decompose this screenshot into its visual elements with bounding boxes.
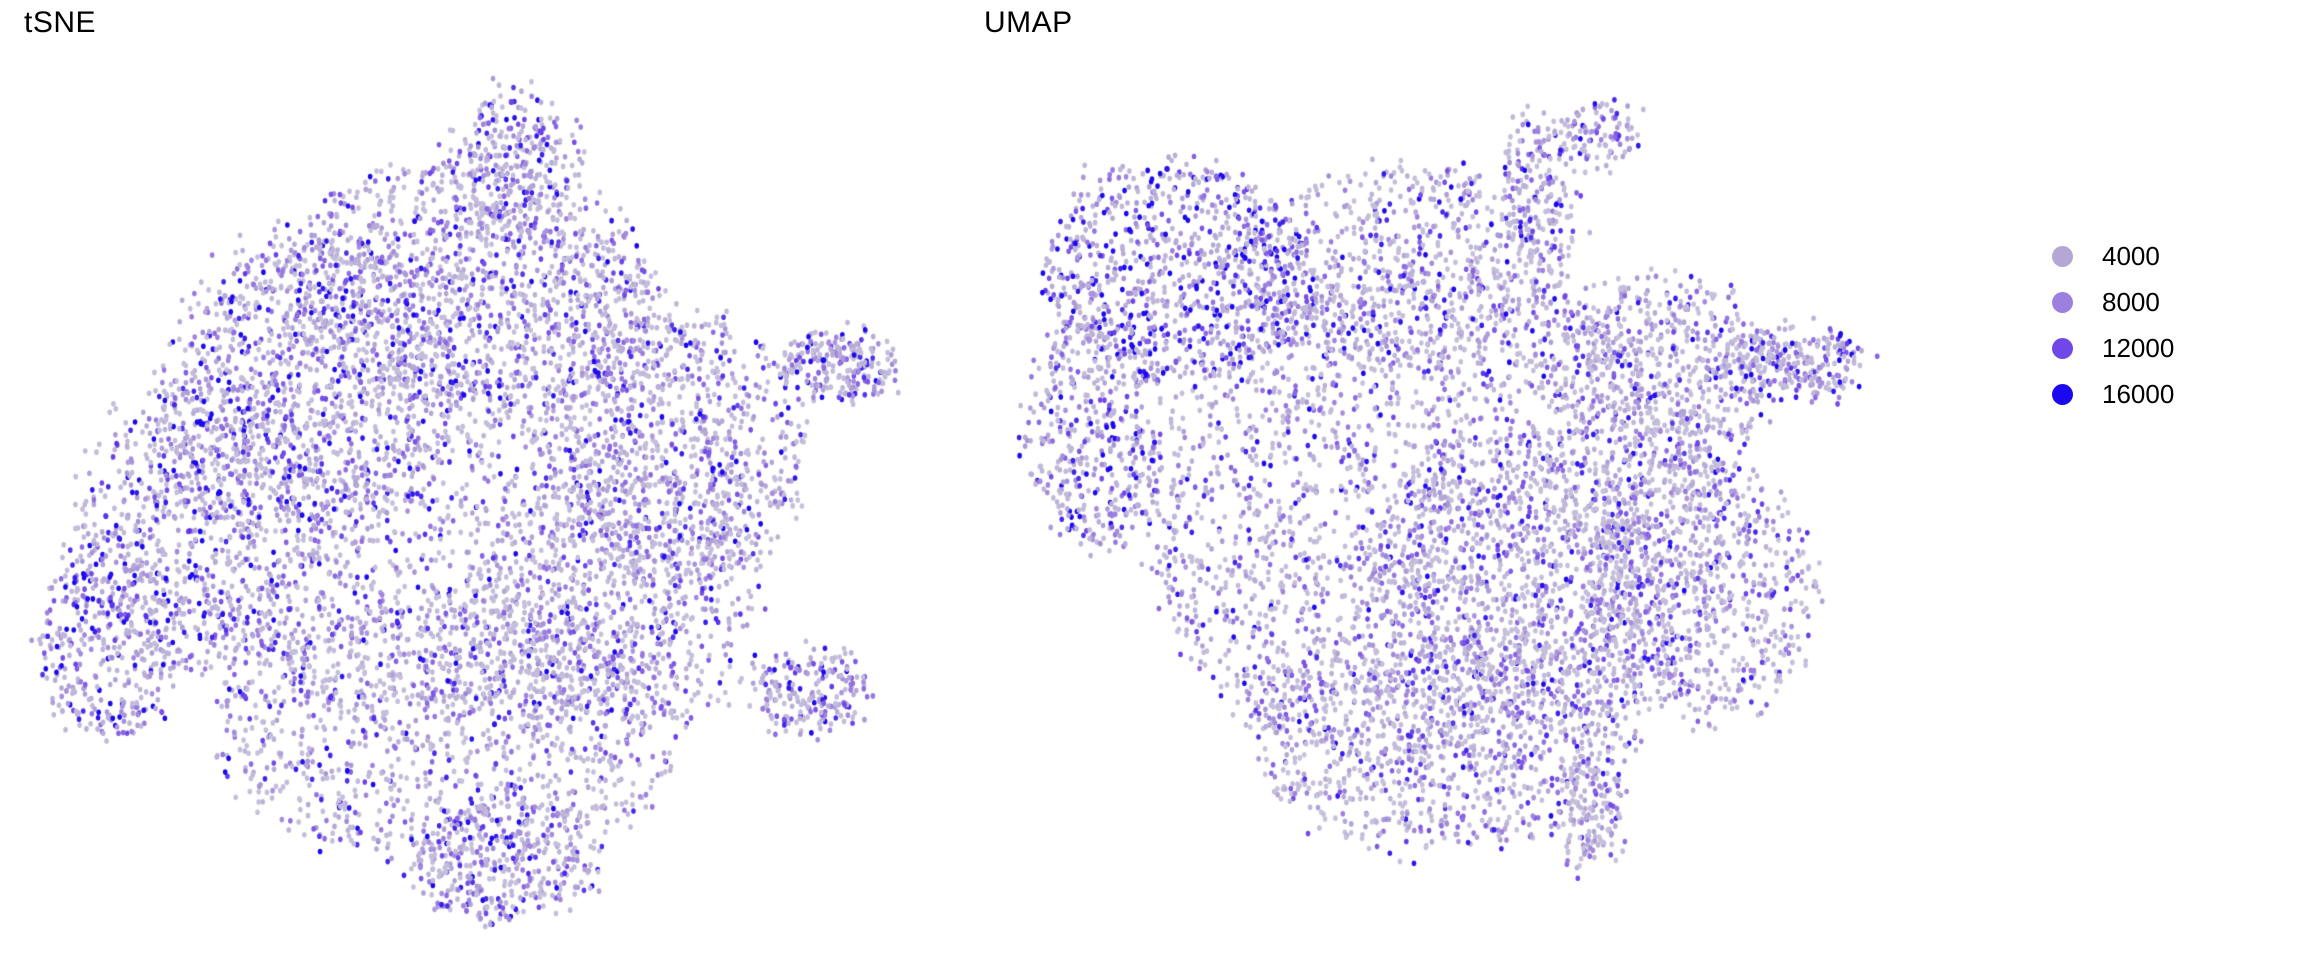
legend-item: 16000 [2052,371,2174,417]
legend-item: 4000 [2052,233,2174,279]
umap-panel: UMAP [970,0,2030,960]
legend-item: 8000 [2052,279,2174,325]
umap-title: UMAP [984,6,1073,39]
tsne-title: tSNE [24,6,97,39]
tsne-panel: tSNE [0,0,970,960]
color-legend: 4000 8000 12000 16000 [2052,233,2174,417]
legend-item: 12000 [2052,325,2174,371]
legend-dot-icon [2052,245,2073,267]
legend-label: 12000 [2102,333,2175,363]
legend-label: 16000 [2102,379,2175,409]
legend-dot-icon [2052,383,2073,405]
legend-label: 4000 [2102,241,2160,271]
tsne-scatter-canvas [0,0,970,960]
legend-label: 8000 [2102,287,2160,317]
legend-dot-icon [2052,337,2073,359]
umap-scatter-canvas [970,0,2030,960]
legend-dot-icon [2052,291,2073,313]
